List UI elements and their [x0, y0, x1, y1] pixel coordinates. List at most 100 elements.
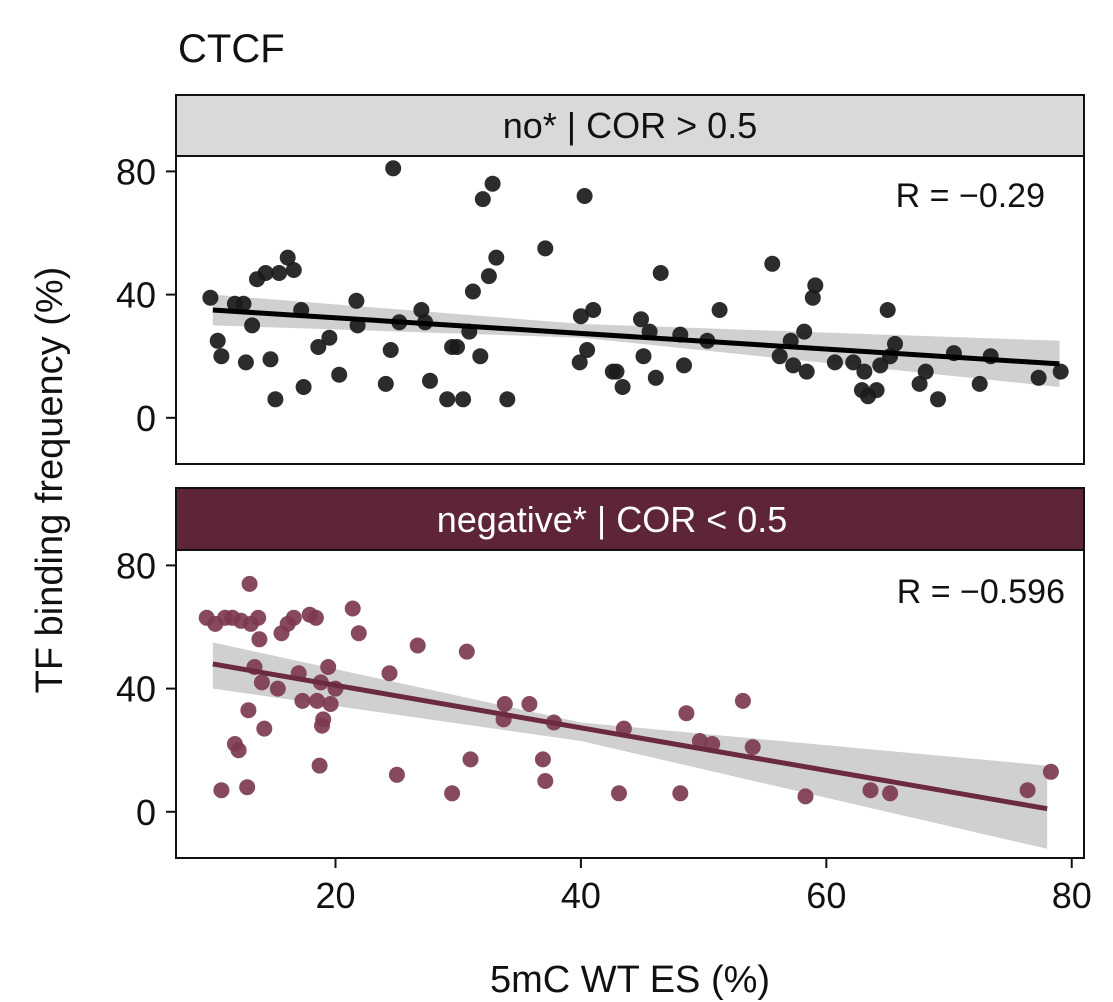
- data-point: [744, 739, 761, 756]
- y-tick-label: 40: [116, 275, 156, 316]
- data-point: [310, 339, 327, 355]
- data-point: [1042, 763, 1059, 780]
- data-point: [331, 366, 348, 383]
- data-point: [711, 302, 728, 318]
- data-point: [887, 335, 903, 352]
- panel-2-fit: [212, 661, 1048, 812]
- data-point: [633, 311, 649, 328]
- data-point: [734, 692, 751, 709]
- data-point: [1019, 782, 1036, 799]
- data-point: [879, 302, 896, 318]
- data-point: [239, 779, 256, 796]
- y-axis-label: TF binding frequency (%): [29, 267, 71, 694]
- data-point: [672, 785, 689, 802]
- data-point: [241, 575, 258, 592]
- data-point: [262, 351, 279, 368]
- data-point: [614, 379, 631, 395]
- data-point: [911, 375, 928, 392]
- panel-1-y-axis: 0 40 80: [116, 151, 176, 439]
- data-point: [209, 332, 226, 349]
- data-point: [971, 375, 988, 392]
- data-point: [256, 720, 273, 737]
- data-point: [285, 262, 302, 278]
- y-tick-label: 40: [116, 669, 156, 710]
- y-tick-label: 80: [116, 151, 156, 192]
- data-point: [464, 283, 481, 300]
- x-axis: 20 40 60 80: [315, 858, 1092, 916]
- data-point: [797, 788, 814, 805]
- data-point: [862, 782, 879, 799]
- data-point: [484, 175, 501, 192]
- x-axis-label: 5mC WT ES (%): [490, 959, 770, 1001]
- data-point: [856, 363, 873, 380]
- panel-2-annotation: R = −0.596: [897, 573, 1065, 611]
- data-point: [537, 240, 554, 257]
- data-point: [678, 705, 695, 722]
- data-point: [882, 785, 899, 802]
- data-point: [309, 692, 326, 709]
- data-point: [350, 625, 367, 642]
- panel-1-fit: [212, 307, 1060, 367]
- data-point: [930, 391, 946, 408]
- panel-2-y-axis: 0 40 80: [116, 545, 176, 833]
- data-point: [251, 631, 268, 648]
- panel-1-points: [202, 160, 1069, 408]
- panel-1: no* | COR > 0.5 R = −0.29 0 40 80: [116, 94, 1085, 465]
- data-point: [213, 782, 230, 799]
- panel-2: negative* | COR < 0.5 R = −0.596 0 40 80 2…: [116, 487, 1092, 916]
- data-point: [385, 160, 402, 177]
- data-point: [439, 391, 456, 408]
- data-point: [285, 609, 302, 626]
- data-point: [315, 711, 332, 728]
- data-point: [237, 354, 254, 371]
- data-point: [472, 348, 489, 365]
- panel-1-strip: [175, 94, 1085, 157]
- data-point: [826, 354, 843, 371]
- data-point: [571, 354, 588, 371]
- data-point: [449, 339, 465, 355]
- panel-2-strip-label: negative* | COR < 0.5: [437, 499, 788, 540]
- data-point: [917, 363, 934, 380]
- data-point: [611, 785, 627, 802]
- data-point: [572, 308, 589, 325]
- data-point: [202, 289, 219, 306]
- regression-line: [212, 307, 1060, 367]
- data-point: [458, 643, 475, 660]
- data-point: [311, 757, 328, 774]
- data-point: [422, 372, 438, 389]
- data-point: [480, 268, 497, 285]
- panel-1-strip-label: no* | COR > 0.5: [503, 105, 757, 146]
- data-point: [213, 348, 230, 365]
- data-point: [608, 363, 625, 380]
- data-point: [521, 696, 538, 712]
- data-point: [499, 391, 516, 408]
- data-point: [244, 317, 261, 334]
- data-point: [253, 674, 270, 691]
- x-tick-label: 40: [561, 875, 601, 916]
- figure-title: CTCF: [178, 27, 285, 71]
- data-point: [269, 680, 286, 697]
- panel-1-annotation: R = −0.29: [896, 177, 1045, 215]
- data-point: [382, 342, 399, 358]
- data-point: [250, 609, 267, 626]
- data-point: [1030, 369, 1047, 386]
- data-point: [652, 265, 669, 281]
- y-tick-label: 0: [136, 398, 156, 439]
- data-point: [647, 369, 664, 386]
- data-point: [240, 702, 257, 719]
- data-point: [785, 357, 802, 374]
- y-tick-label: 0: [136, 792, 156, 833]
- data-point: [344, 600, 361, 617]
- data-point: [537, 773, 554, 789]
- data-point: [676, 357, 692, 374]
- data-point: [1052, 363, 1069, 380]
- data-point: [257, 265, 274, 281]
- x-tick-label: 20: [315, 875, 355, 916]
- panel-2-ribbon: [212, 642, 1048, 849]
- y-tick-label: 80: [116, 545, 156, 586]
- confidence-band: [212, 642, 1048, 849]
- data-point: [279, 249, 296, 266]
- data-point: [579, 342, 596, 358]
- data-point: [295, 379, 312, 395]
